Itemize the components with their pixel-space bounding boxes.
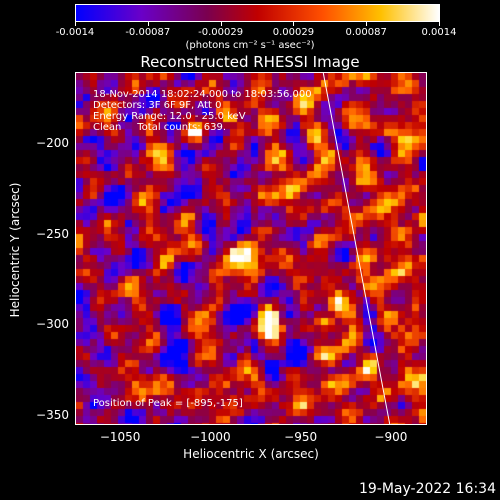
limb-overlay — [322, 73, 391, 424]
y-axis-label: Heliocentric Y (arcsec) — [8, 182, 22, 318]
info-peak-position: Position of Peak = [-895,-175] — [93, 398, 243, 409]
x-tick-label: −900 — [374, 430, 408, 444]
colorbar-tick-label: 0.0014 — [421, 27, 457, 38]
timestamp-footer: 19-May-2022 16:34 — [358, 481, 496, 497]
info-clean-counts: Clean Total counts: 639. — [93, 122, 227, 133]
y-tick-label: −200 — [36, 136, 69, 151]
colorbar-tick-label: 0.00029 — [272, 27, 315, 38]
plot-title: Reconstructed RHESSI Image — [140, 53, 360, 71]
solar-limb-line — [322, 73, 391, 424]
info-detectors: Detectors: 3F 6F 9F, Att 0 — [93, 100, 222, 111]
x-tick-label: −1000 — [190, 430, 231, 444]
colorbar-tick-mark — [293, 22, 295, 26]
colorbar-tick-label: -0.00087 — [125, 27, 171, 38]
x-tick-label: −950 — [284, 430, 318, 444]
x-tick-label: −1050 — [99, 430, 141, 444]
colorbar-units: (photons cm⁻² s⁻¹ asec⁻²) — [185, 40, 315, 51]
colorbar-tick-mark — [366, 22, 368, 26]
y-tick-label: −350 — [36, 407, 69, 422]
colorbar-tick-label: -0.0014 — [55, 27, 95, 38]
plot-area: 18-Nov-2014 18:02:24.000 to 18:03:56.000… — [75, 72, 427, 425]
colorbar — [75, 4, 440, 22]
x-axis-label: Heliocentric X (arcsec) — [183, 447, 319, 461]
colorbar-tick-mark — [147, 22, 149, 26]
y-tick-label: −250 — [36, 226, 69, 241]
colorbar-tick-mark — [220, 22, 222, 26]
colorbar-tick-label: 0.00087 — [345, 27, 387, 38]
rhessi-heatmap — [76, 73, 426, 424]
colorbar-tick-label: -0.00029 — [198, 27, 244, 38]
info-energy-range: Energy Range: 12.0 - 25.0 keV — [93, 111, 246, 122]
y-tick-label: −300 — [36, 317, 69, 332]
colorbar-tick-mark — [75, 22, 76, 26]
colorbar-tick-mark — [439, 22, 440, 26]
info-time-range: 18-Nov-2014 18:02:24.000 to 18:03:56.000 — [93, 89, 312, 100]
